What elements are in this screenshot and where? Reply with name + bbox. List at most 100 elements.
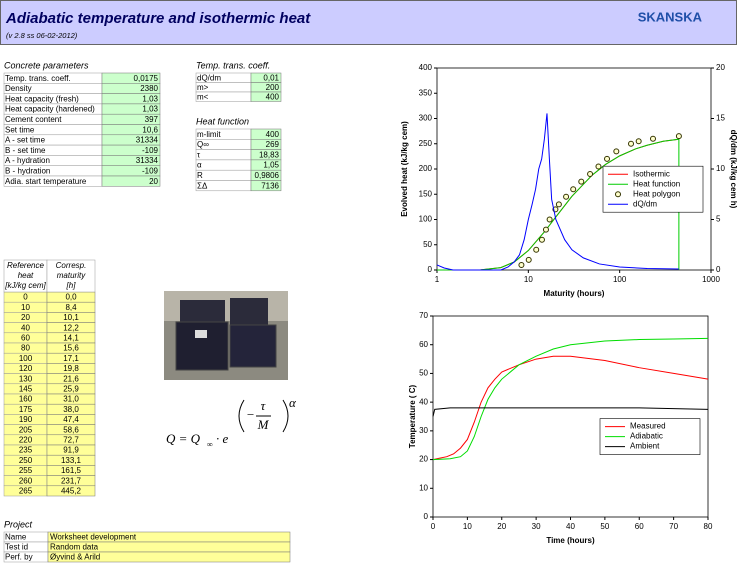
y-tick-label: 60 bbox=[419, 340, 428, 349]
cell-label: B - set time bbox=[5, 146, 46, 155]
y2-tick-label: 0 bbox=[716, 265, 721, 274]
cell-label: 145 bbox=[19, 385, 33, 394]
cell-value: 15,6 bbox=[63, 344, 79, 353]
series-point bbox=[635, 138, 642, 145]
legend-label: Measured bbox=[630, 422, 666, 431]
cell-value: 0,0 bbox=[65, 293, 77, 302]
cell-value: 8,4 bbox=[65, 303, 77, 312]
cell-value: 161,5 bbox=[61, 466, 82, 475]
x-tick-label: 40 bbox=[566, 522, 575, 531]
y2-tick-label: 10 bbox=[716, 164, 725, 173]
series-point bbox=[546, 216, 553, 223]
section-title: Temp. trans. coeff. bbox=[196, 60, 270, 70]
cell-label: Heat capacity (hardened) bbox=[5, 105, 95, 114]
column-header: maturity bbox=[57, 271, 86, 280]
series-point bbox=[613, 148, 620, 155]
cell-value: Worksheet development bbox=[50, 533, 137, 542]
y-tick-label: 50 bbox=[419, 369, 428, 378]
cell-value: 91,9 bbox=[63, 446, 79, 455]
cell-label: 260 bbox=[19, 476, 33, 485]
y-tick-label: 350 bbox=[419, 88, 433, 97]
column-header: [kJ/kg cem] bbox=[4, 281, 46, 290]
series-point bbox=[533, 246, 540, 253]
cell-value: 10,6 bbox=[142, 125, 158, 134]
legend-label: Heat polygon bbox=[633, 189, 680, 198]
x-tick-label: 10 bbox=[524, 275, 533, 284]
legend-label: Heat function bbox=[633, 179, 680, 188]
cell-label: dQ/dm bbox=[197, 73, 221, 82]
series-line bbox=[432, 355, 709, 461]
cell-label: A - set time bbox=[5, 136, 46, 145]
cell-value: 400 bbox=[266, 130, 280, 139]
series-point bbox=[587, 171, 594, 178]
x-tick-label: 50 bbox=[600, 522, 609, 531]
x-tick-label: 20 bbox=[497, 522, 506, 531]
cell-label: 40 bbox=[21, 323, 30, 332]
cell-label: Perf. by bbox=[5, 553, 33, 562]
cell-label: 190 bbox=[19, 415, 33, 424]
cell-label: 265 bbox=[19, 487, 33, 496]
y-tick-label: 150 bbox=[419, 189, 433, 198]
legend-label: Adiabatic bbox=[630, 432, 663, 441]
cell-label: 60 bbox=[21, 334, 30, 343]
cell-value: 7136 bbox=[261, 181, 279, 190]
cell-label: 205 bbox=[19, 425, 33, 434]
series-point bbox=[604, 155, 611, 162]
y-tick-label: 30 bbox=[419, 426, 428, 435]
cell-label: 220 bbox=[19, 436, 33, 445]
cell-value: 31,0 bbox=[63, 395, 79, 404]
column-header: [h] bbox=[66, 281, 77, 290]
y-tick-label: 10 bbox=[419, 483, 428, 492]
value-cell bbox=[250, 91, 282, 102]
series-line bbox=[432, 407, 709, 417]
value-cell bbox=[47, 551, 291, 563]
cell-label: 20 bbox=[21, 313, 30, 322]
cell-value: 31334 bbox=[136, 156, 159, 165]
header-band bbox=[0, 0, 737, 45]
x-tick-label: 70 bbox=[669, 522, 678, 531]
series-line bbox=[436, 113, 679, 271]
cell-value: Øyvind & Arild bbox=[50, 553, 100, 562]
series-point bbox=[570, 186, 577, 193]
cell-value: 0,9806 bbox=[255, 171, 280, 180]
cell-value: 400 bbox=[266, 92, 280, 101]
cell-label: 250 bbox=[19, 456, 33, 465]
series-point bbox=[595, 163, 602, 170]
cell-label: Name bbox=[5, 533, 27, 542]
cell-label: Test id bbox=[5, 543, 28, 552]
cell-label: m< bbox=[197, 92, 209, 101]
cell-value: 200 bbox=[266, 83, 280, 92]
title: Adiabatic temperature and isothermic hea… bbox=[5, 10, 311, 27]
cell-value: 14,1 bbox=[63, 334, 79, 343]
column-header: heat bbox=[18, 271, 34, 280]
cell-label: Heat capacity (fresh) bbox=[5, 94, 79, 103]
y-tick-label: 0 bbox=[424, 512, 429, 521]
section-title: Heat function bbox=[196, 116, 249, 126]
cell-label: Cement content bbox=[5, 115, 62, 124]
value-cell bbox=[46, 485, 96, 497]
header-cell bbox=[46, 259, 96, 293]
cell-value: Random data bbox=[50, 543, 99, 552]
cell-label: 130 bbox=[19, 374, 33, 383]
x-tick-label: 80 bbox=[704, 522, 713, 531]
x-axis-label: Time (hours) bbox=[546, 536, 595, 545]
cell-value: 12,2 bbox=[63, 323, 79, 332]
series-line bbox=[432, 337, 709, 461]
legend-label: dQ/dm bbox=[633, 199, 657, 208]
series-point bbox=[578, 178, 585, 185]
formula-den: M bbox=[257, 417, 270, 432]
cell-label: ΣΔ bbox=[197, 181, 208, 190]
cell-value: 0,01 bbox=[263, 73, 279, 82]
series-point bbox=[525, 256, 532, 263]
y-tick-label: 250 bbox=[419, 139, 433, 148]
version: (v 2.8 ss 06-02-2012) bbox=[6, 31, 78, 40]
cell-label: τ bbox=[197, 150, 201, 159]
cell-value: 21,6 bbox=[63, 374, 79, 383]
parentheses bbox=[238, 399, 289, 433]
formula-e: · e bbox=[216, 431, 229, 446]
cell-value: 133,1 bbox=[61, 456, 82, 465]
label-cell bbox=[195, 149, 252, 161]
cell-label: 235 bbox=[19, 446, 33, 455]
cell-value: 58,6 bbox=[63, 425, 79, 434]
cell-label: 255 bbox=[19, 466, 33, 475]
